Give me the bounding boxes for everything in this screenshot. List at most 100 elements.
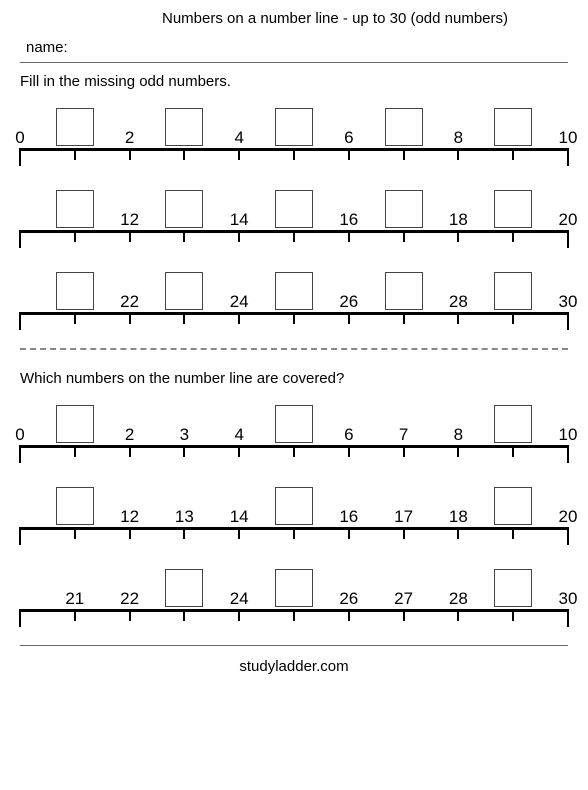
answer-box[interactable] xyxy=(494,569,532,609)
answer-box[interactable] xyxy=(494,108,532,148)
number-label: 8 xyxy=(454,425,463,445)
footer-text: studyladder.com xyxy=(20,654,568,675)
number-label: 22 xyxy=(120,589,139,609)
number-label: 8 xyxy=(454,128,463,148)
number-label: 28 xyxy=(449,292,468,312)
tick-mark xyxy=(403,148,405,160)
tick-mark xyxy=(457,230,459,242)
number-label: 12 xyxy=(120,507,139,527)
box-icon xyxy=(275,487,313,525)
answer-box[interactable] xyxy=(275,405,313,445)
number-line: 023467810 xyxy=(20,399,568,463)
tick-mark xyxy=(183,609,185,621)
number-label: 20 xyxy=(559,507,578,527)
number-label: 26 xyxy=(339,589,358,609)
tick-mark xyxy=(457,527,459,539)
answer-box[interactable] xyxy=(494,272,532,312)
number-line-axis xyxy=(20,230,568,248)
answer-box[interactable] xyxy=(385,108,423,148)
instruction-2: Which numbers on the number line are cov… xyxy=(20,360,568,391)
box-icon xyxy=(494,108,532,146)
number-label: 18 xyxy=(449,507,468,527)
section-2: 0234678101213141617182021222426272830 xyxy=(20,399,568,627)
box-icon xyxy=(385,190,423,228)
instruction-1: Fill in the missing odd numbers. xyxy=(20,63,568,94)
tick-mark xyxy=(512,230,514,242)
answer-box[interactable] xyxy=(275,272,313,312)
number-label: 24 xyxy=(230,589,249,609)
number-label: 2 xyxy=(125,128,134,148)
tick-mark xyxy=(567,445,569,463)
box-icon xyxy=(275,405,313,443)
number-label: 7 xyxy=(399,425,408,445)
number-line: 1214161820 xyxy=(20,184,568,248)
answer-box[interactable] xyxy=(165,569,203,609)
tick-mark xyxy=(183,312,185,324)
tick-mark xyxy=(129,312,131,324)
number-label: 0 xyxy=(15,425,24,445)
footer-rule xyxy=(20,645,568,646)
answer-box[interactable] xyxy=(56,405,94,445)
number-label: 2 xyxy=(125,425,134,445)
number-label: 14 xyxy=(230,507,249,527)
answer-box[interactable] xyxy=(275,569,313,609)
tick-mark xyxy=(348,312,350,324)
number-label: 12 xyxy=(120,210,139,230)
tick-mark xyxy=(19,609,21,627)
tick-mark xyxy=(238,609,240,621)
worksheet-page: Numbers on a number line - up to 30 (odd… xyxy=(0,0,588,695)
box-icon xyxy=(494,487,532,525)
answer-box[interactable] xyxy=(494,405,532,445)
tick-mark xyxy=(19,445,21,463)
tick-mark xyxy=(183,445,185,457)
page-title: Numbers on a number line - up to 30 (odd… xyxy=(20,10,568,33)
tick-mark xyxy=(74,609,76,621)
answer-box[interactable] xyxy=(56,487,94,527)
number-label: 24 xyxy=(230,292,249,312)
box-icon xyxy=(275,108,313,146)
box-icon xyxy=(494,190,532,228)
answer-box[interactable] xyxy=(494,487,532,527)
number-line-labels: 2224262830 xyxy=(20,266,568,312)
answer-box[interactable] xyxy=(56,190,94,230)
box-icon xyxy=(385,272,423,310)
tick-mark xyxy=(403,609,405,621)
tick-mark xyxy=(74,445,76,457)
answer-box[interactable] xyxy=(275,190,313,230)
name-label: name: xyxy=(20,33,568,63)
box-icon xyxy=(385,108,423,146)
box-icon xyxy=(275,272,313,310)
number-label: 6 xyxy=(344,425,353,445)
box-icon xyxy=(165,272,203,310)
number-label: 21 xyxy=(65,589,84,609)
answer-box[interactable] xyxy=(385,190,423,230)
number-label: 4 xyxy=(234,425,243,445)
answer-box[interactable] xyxy=(165,272,203,312)
number-label: 27 xyxy=(394,589,413,609)
number-line: 21222426272830 xyxy=(20,563,568,627)
number-label: 0 xyxy=(15,128,24,148)
tick-mark xyxy=(293,230,295,242)
box-icon xyxy=(56,190,94,228)
tick-mark xyxy=(293,609,295,621)
tick-mark xyxy=(512,312,514,324)
box-icon xyxy=(275,190,313,228)
number-label: 14 xyxy=(230,210,249,230)
tick-mark xyxy=(238,312,240,324)
tick-mark xyxy=(293,148,295,160)
answer-box[interactable] xyxy=(165,190,203,230)
number-line-labels: 0246810 xyxy=(20,102,568,148)
tick-mark xyxy=(512,148,514,160)
box-icon xyxy=(56,405,94,443)
answer-box[interactable] xyxy=(385,272,423,312)
tick-mark xyxy=(183,527,185,539)
answer-box[interactable] xyxy=(56,108,94,148)
number-label: 30 xyxy=(559,292,578,312)
answer-box[interactable] xyxy=(494,190,532,230)
number-label: 18 xyxy=(449,210,468,230)
number-line-labels: 023467810 xyxy=(20,399,568,445)
answer-box[interactable] xyxy=(165,108,203,148)
answer-box[interactable] xyxy=(275,108,313,148)
answer-box[interactable] xyxy=(56,272,94,312)
answer-box[interactable] xyxy=(275,487,313,527)
